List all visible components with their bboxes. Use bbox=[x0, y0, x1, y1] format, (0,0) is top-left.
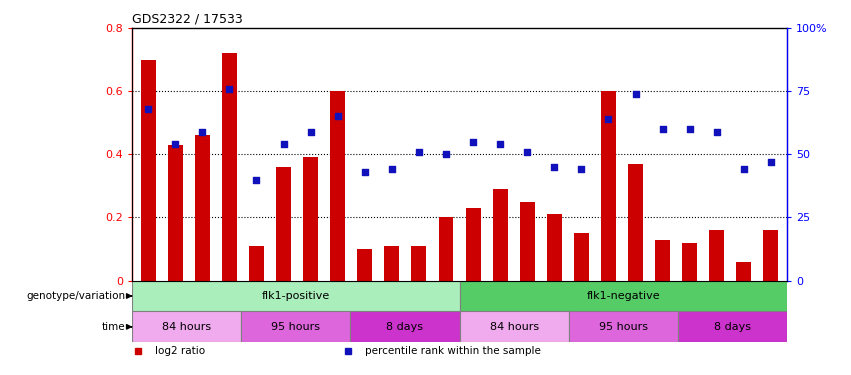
Text: 95 hours: 95 hours bbox=[271, 322, 320, 332]
Bar bbox=[330, 91, 346, 280]
Bar bbox=[655, 240, 670, 280]
Bar bbox=[710, 230, 724, 280]
Bar bbox=[385, 246, 399, 280]
Point bbox=[331, 114, 345, 120]
Point bbox=[602, 116, 615, 122]
Point bbox=[223, 86, 237, 92]
Point bbox=[196, 129, 209, 135]
Point bbox=[249, 177, 263, 183]
Bar bbox=[736, 262, 751, 280]
Bar bbox=[465, 208, 481, 280]
Point bbox=[710, 129, 723, 135]
Bar bbox=[683, 243, 697, 280]
Bar bbox=[357, 249, 372, 280]
Text: flk1-positive: flk1-positive bbox=[261, 291, 330, 301]
Point bbox=[277, 141, 290, 147]
Bar bbox=[168, 145, 183, 280]
Text: percentile rank within the sample: percentile rank within the sample bbox=[364, 346, 540, 356]
Text: GDS2322 / 17533: GDS2322 / 17533 bbox=[132, 13, 243, 26]
Text: 84 hours: 84 hours bbox=[489, 322, 539, 332]
Point bbox=[683, 126, 696, 132]
Point bbox=[412, 149, 426, 155]
Bar bbox=[574, 233, 589, 280]
Point bbox=[494, 141, 507, 147]
Bar bbox=[460, 311, 568, 342]
Text: time: time bbox=[102, 322, 125, 332]
Point bbox=[385, 166, 398, 172]
Point bbox=[358, 169, 372, 175]
Point bbox=[547, 164, 561, 170]
Text: flk1-negative: flk1-negative bbox=[586, 291, 660, 301]
Bar bbox=[678, 311, 787, 342]
Text: 84 hours: 84 hours bbox=[162, 322, 211, 332]
Bar bbox=[249, 246, 264, 280]
Text: 95 hours: 95 hours bbox=[599, 322, 648, 332]
Bar bbox=[140, 60, 156, 280]
Point bbox=[521, 149, 534, 155]
Bar bbox=[222, 53, 237, 280]
Bar bbox=[303, 158, 318, 280]
Bar bbox=[568, 311, 678, 342]
Bar bbox=[547, 214, 562, 280]
Point bbox=[737, 166, 751, 172]
Point bbox=[168, 141, 182, 147]
Bar bbox=[351, 311, 460, 342]
Text: 8 days: 8 days bbox=[714, 322, 751, 332]
Bar bbox=[601, 91, 616, 280]
Point bbox=[304, 129, 317, 135]
Bar bbox=[763, 230, 779, 280]
Bar bbox=[412, 246, 426, 280]
Text: genotype/variation: genotype/variation bbox=[26, 291, 125, 301]
Bar bbox=[520, 202, 534, 280]
Bar bbox=[241, 311, 351, 342]
Bar bbox=[195, 135, 209, 280]
Point bbox=[764, 159, 778, 165]
Point bbox=[141, 106, 155, 112]
Text: 8 days: 8 days bbox=[386, 322, 424, 332]
Point bbox=[656, 126, 670, 132]
Point bbox=[629, 91, 643, 97]
Bar bbox=[493, 189, 507, 280]
Point bbox=[574, 166, 588, 172]
Bar bbox=[132, 311, 241, 342]
Bar bbox=[628, 164, 643, 280]
Bar bbox=[460, 280, 787, 311]
Text: log2 ratio: log2 ratio bbox=[155, 346, 205, 356]
Point bbox=[466, 139, 480, 145]
Bar bbox=[276, 167, 291, 280]
Point bbox=[439, 152, 453, 157]
Bar bbox=[438, 217, 454, 280]
Bar bbox=[132, 280, 460, 311]
